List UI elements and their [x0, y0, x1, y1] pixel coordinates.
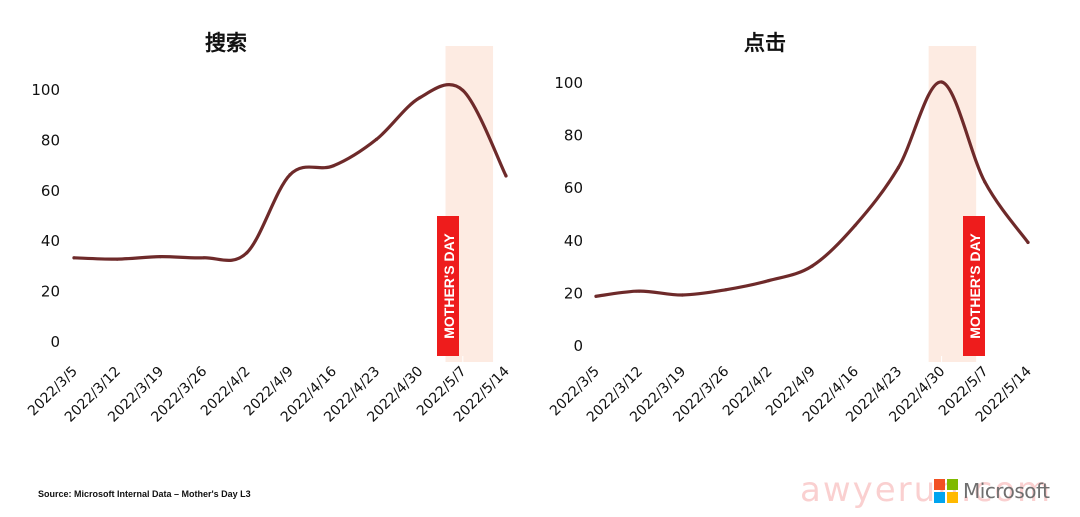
data-point [1026, 240, 1030, 244]
microsoft-brand: Microsoft [934, 478, 1050, 504]
data-point [810, 264, 814, 268]
data-point [680, 293, 685, 297]
data-point [72, 256, 76, 260]
y-tick-label: 0 [50, 333, 60, 351]
data-point [115, 257, 119, 261]
data-point [288, 173, 292, 177]
data-point [331, 164, 335, 168]
data-point [637, 289, 641, 293]
data-point [374, 137, 378, 141]
data-point [461, 88, 465, 92]
y-tick-label: 40 [564, 232, 583, 250]
brand-name: Microsoft [963, 479, 1050, 503]
series-line [594, 80, 1030, 298]
event-label: MOTHER'S DAY [967, 233, 983, 339]
data-point [853, 223, 857, 227]
data-point [418, 96, 422, 100]
event-label: MOTHER'S DAY [441, 233, 457, 339]
chart-title: 搜索 [205, 31, 247, 55]
logo-square-blue [934, 492, 945, 503]
source-note: Source: Microsoft Internal Data – Mother… [38, 489, 251, 499]
data-point [504, 174, 508, 178]
y-tick-label: 100 [554, 74, 583, 92]
data-point [724, 288, 728, 292]
y-tick-label: 0 [573, 337, 583, 355]
data-point [940, 80, 944, 84]
data-point [896, 165, 901, 170]
logo-square-red [934, 479, 945, 490]
watermark: awyerun.com [800, 470, 1053, 510]
data-point [158, 255, 162, 259]
y-tick-label: 80 [41, 131, 60, 149]
data-point [594, 294, 598, 298]
data-point [983, 180, 987, 184]
logo-square-yellow [947, 492, 958, 503]
logo-square-green [947, 479, 958, 490]
y-tick-label: 40 [41, 232, 60, 250]
data-point [245, 251, 249, 255]
event-label-box [437, 216, 459, 356]
data-point [202, 256, 206, 260]
event-label-box [963, 216, 985, 356]
microsoft-logo-icon [934, 479, 958, 503]
y-tick-label: 100 [31, 81, 60, 99]
data-point [767, 279, 771, 283]
y-tick-label: 60 [41, 182, 60, 200]
chart-title: 点击 [744, 31, 786, 55]
y-tick-label: 20 [564, 284, 583, 302]
y-tick-label: 20 [41, 283, 60, 301]
y-tick-label: 60 [564, 179, 583, 197]
y-tick-label: 80 [564, 127, 583, 145]
